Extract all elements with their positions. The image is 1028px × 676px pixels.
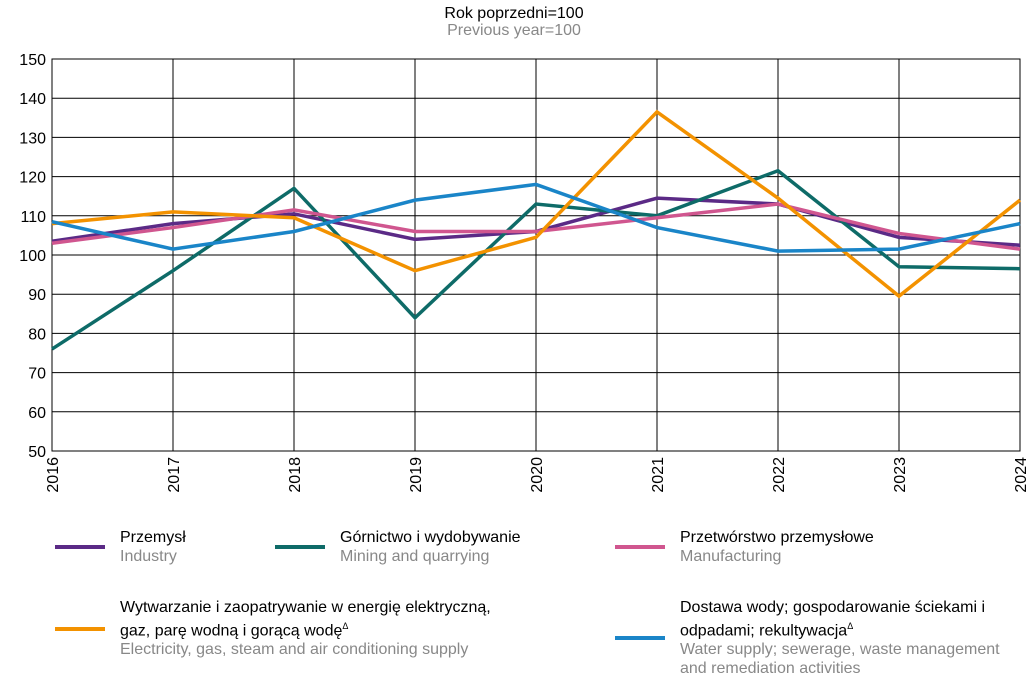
- x-tick-label: 2022: [771, 457, 788, 493]
- legend-swatch: [615, 636, 665, 640]
- y-tick-label: 60: [28, 405, 46, 422]
- legend-label: Dostawa wody; gospodarowanie ściekami i …: [680, 599, 986, 640]
- legend-swatch: [615, 545, 665, 549]
- x-tick-label: 2024: [1013, 457, 1028, 493]
- x-tick-label: 2023: [892, 457, 909, 493]
- chart-subtitle: Previous year=100: [447, 22, 581, 39]
- x-tick-label: 2021: [650, 457, 667, 493]
- x-tick-label: 2019: [408, 457, 425, 493]
- legend-item: Przemysł Industry: [55, 528, 320, 566]
- legend-item: Górnictwo i wydobywanie Mining and quarry…: [275, 528, 600, 566]
- y-tick-label: 50: [28, 444, 46, 461]
- y-tick-label: 70: [28, 366, 46, 383]
- legend-item: Dostawa wody; gospodarowanie ściekami i …: [615, 598, 1025, 676]
- chart: Rok poprzedni=100 Previous year=100 50 60…: [19, 5, 1028, 493]
- legend-label: Górnictwo i wydobywanie: [340, 529, 521, 546]
- series-line: [51, 182, 1021, 253]
- legend-item: Przetwórstwo przemysłowe Manufacturing: [615, 528, 1010, 566]
- legend-label-en: Water supply; sewerage, waste management…: [680, 641, 1000, 676]
- legend-label: Przetwórstwo przemysłowe: [680, 529, 874, 546]
- x-tick-label: 2016: [45, 457, 62, 493]
- legend-label-en: Industry: [120, 548, 177, 565]
- legend-swatch: [55, 545, 105, 549]
- y-tick-label: 150: [19, 52, 46, 69]
- legend-label-en: Mining and quarrying: [340, 548, 490, 565]
- chart-title: Rok poprzedni=100: [444, 5, 583, 22]
- legend-swatch: [275, 545, 325, 549]
- x-tick-label: 2020: [529, 457, 546, 493]
- legend-label: Wytwarzanie i zaopatrywanie w energię el…: [120, 599, 491, 640]
- y-tick-label: 80: [28, 326, 46, 343]
- plot-frame: [51, 58, 1021, 452]
- legend-label-en: Manufacturing: [680, 548, 782, 565]
- y-tick-label: 100: [19, 248, 46, 265]
- legend-note-mark: Δ: [342, 621, 349, 631]
- x-tick-label: 2017: [166, 457, 183, 493]
- legend-swatch: [55, 626, 105, 631]
- legend-item: Wytwarzanie i zaopatrywanie w energię el…: [55, 598, 520, 659]
- y-tick-label: 140: [19, 91, 46, 108]
- legend-label: Przemysł: [120, 529, 186, 546]
- legend-note-mark: Δ: [847, 621, 854, 631]
- series-line: [51, 109, 1022, 299]
- y-tick-label: 120: [19, 170, 46, 187]
- series-line: [51, 202, 1021, 251]
- x-tick-label: 2018: [287, 457, 304, 493]
- y-tick-label: 110: [20, 209, 46, 226]
- legend-label-en: Electricity, gas, steam and air conditio…: [120, 641, 469, 659]
- y-tick-label: 130: [19, 130, 46, 147]
- y-tick-label: 90: [28, 287, 46, 304]
